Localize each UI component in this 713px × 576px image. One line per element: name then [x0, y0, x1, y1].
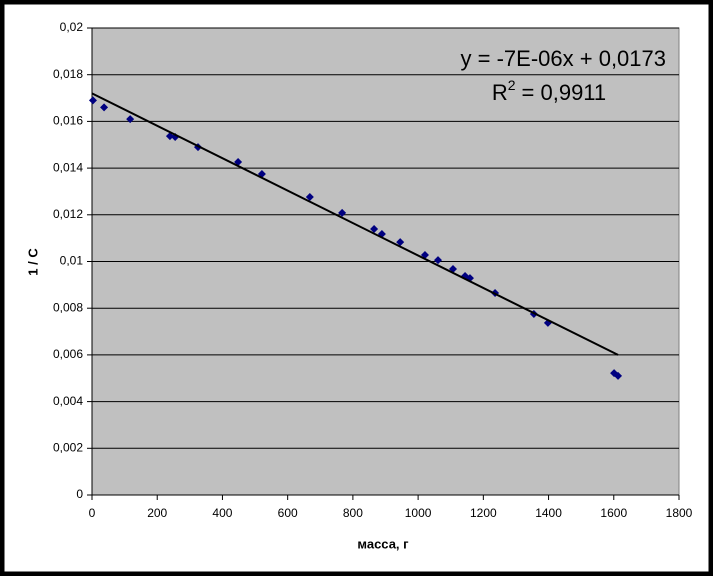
x-tick-label: 0	[89, 506, 96, 520]
point	[126, 115, 135, 124]
r-squared-base: R	[492, 80, 508, 105]
point	[434, 256, 443, 265]
x-tick-label: 200	[147, 506, 167, 520]
point	[88, 96, 97, 105]
trendline	[91, 92, 619, 356]
x-tick-label: 400	[212, 506, 232, 520]
x-axis-label: масса, г	[357, 536, 409, 551]
x-tick-label: 1800	[666, 506, 693, 520]
y-tick-label: 0,018	[53, 67, 83, 81]
point	[338, 208, 347, 217]
y-tick-label: 0	[76, 487, 83, 501]
y-tick-label: 0,01	[60, 254, 84, 268]
y-tick-label: 0,006	[53, 347, 83, 361]
y-tick-label: 0,014	[53, 160, 83, 174]
x-tick-label: 1200	[470, 506, 497, 520]
x-tick-label: 1600	[600, 506, 627, 520]
y-tick-label: 0,02	[60, 20, 84, 34]
y-axis-label: 1 / С	[25, 248, 40, 276]
r-squared: R2 = 0,9911	[492, 77, 606, 105]
x-tick-label: 1000	[405, 506, 432, 520]
point	[370, 225, 379, 234]
y-tick-label: 0,004	[53, 394, 83, 408]
y-tick-label: 0,012	[53, 207, 83, 221]
x-tick-label: 800	[343, 506, 363, 520]
point	[614, 371, 623, 380]
point	[100, 103, 109, 112]
r-squared-rest: = 0,9911	[522, 80, 607, 105]
point	[305, 193, 314, 202]
x-tick-label: 600	[278, 506, 298, 520]
equation: y = -7E-06x + 0,0173	[461, 46, 666, 71]
y-tick-label: 0,016	[53, 114, 83, 128]
point	[396, 238, 405, 247]
y-tick-label: 0,002	[53, 440, 83, 454]
y-tick-label: 0,008	[53, 300, 83, 314]
x-tick-label: 1400	[535, 506, 562, 520]
r-squared-sup: 2	[508, 77, 516, 93]
